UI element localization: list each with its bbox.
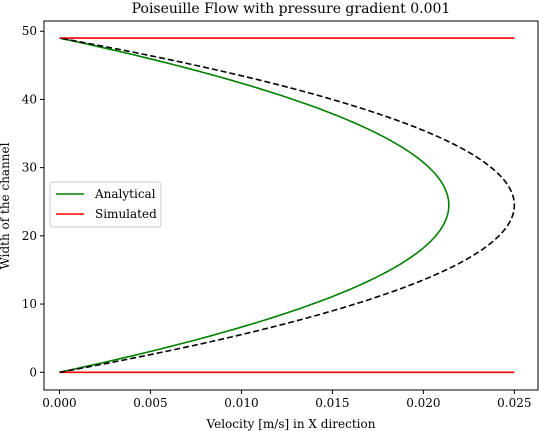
y-tick-label: 40 [22,92,37,106]
x-tick-label: 0.010 [224,396,258,410]
x-tick-label: 0.000 [42,396,76,410]
legend-label-simulated: Simulated [95,207,157,221]
axes-frame [43,20,539,391]
y-tick-label: 30 [22,161,37,175]
y-axis-ticks: 0 10 20 30 40 50 [22,24,44,379]
x-tick-label: 0.025 [497,396,531,410]
chart-title: Poiseuille Flow with pressure gradient 0… [132,1,451,17]
x-axis-ticks: 0.000 0.005 0.010 0.015 0.020 0.025 [42,390,532,410]
series-line-analytical [59,37,450,374]
x-tick-label: 0.015 [315,396,349,410]
plot-lines [59,37,516,374]
y-axis-label: Width of the channel [0,142,12,269]
y-tick-label: 50 [22,24,37,38]
series-line-reference-dashed [59,37,516,374]
x-tick-label: 0.020 [406,396,440,410]
y-tick-label: 0 [29,365,37,379]
legend: Analytical Simulated [49,181,162,228]
y-tick-label: 20 [22,229,37,243]
y-tick-label: 10 [22,297,37,311]
legend-label-analytical: Analytical [94,187,156,201]
x-axis-label: Velocity [m/s] in X direction [206,417,376,431]
x-tick-label: 0.005 [133,396,167,410]
